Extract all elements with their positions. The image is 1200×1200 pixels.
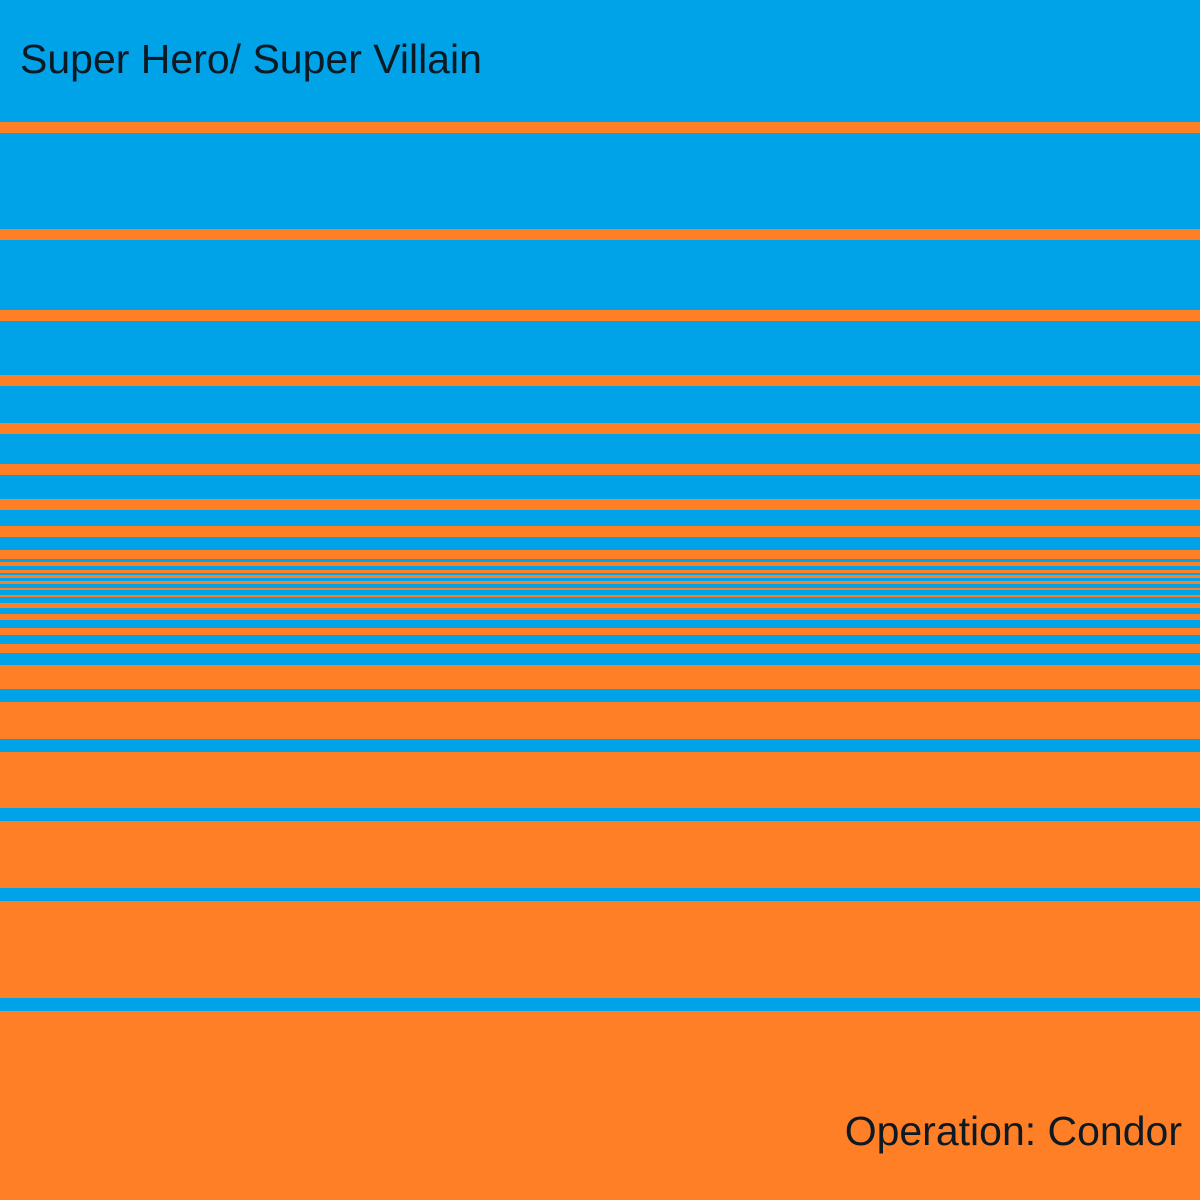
- blue-stripe: [0, 808, 1200, 821]
- orange-stripe: [0, 570, 1200, 573]
- blue-stripe: [0, 635, 1200, 644]
- orange-stripe: [0, 310, 1200, 321]
- orange-bottom-field: [0, 575, 1200, 1200]
- blue-stripe: [0, 739, 1200, 752]
- blue-stripe: [0, 590, 1200, 595]
- blue-stripe: [0, 888, 1200, 901]
- orange-stripe: [0, 229, 1200, 240]
- album-title: Super Hero/ Super Villain: [20, 36, 482, 82]
- orange-stripe: [0, 562, 1200, 566]
- blue-stripe: [0, 689, 1200, 702]
- orange-stripe: [0, 499, 1200, 510]
- orange-bands: [0, 122, 1200, 573]
- blue-top-field: [0, 0, 1200, 575]
- orange-stripe: [0, 122, 1200, 133]
- blue-stripe: [0, 597, 1200, 603]
- blue-stripe: [0, 998, 1200, 1011]
- blue-bands: [0, 578, 1200, 1011]
- blue-stripe: [0, 608, 1200, 614]
- album-subtitle: Operation: Condor: [844, 1108, 1182, 1154]
- blue-stripe: [0, 584, 1200, 588]
- orange-stripe: [0, 375, 1200, 386]
- orange-stripe: [0, 526, 1200, 537]
- orange-stripe: [0, 464, 1200, 475]
- blue-stripe: [0, 620, 1200, 628]
- orange-stripe: [0, 423, 1200, 434]
- blue-stripe: [0, 653, 1200, 665]
- blue-stripe: [0, 578, 1200, 581]
- orange-stripe: [0, 550, 1200, 559]
